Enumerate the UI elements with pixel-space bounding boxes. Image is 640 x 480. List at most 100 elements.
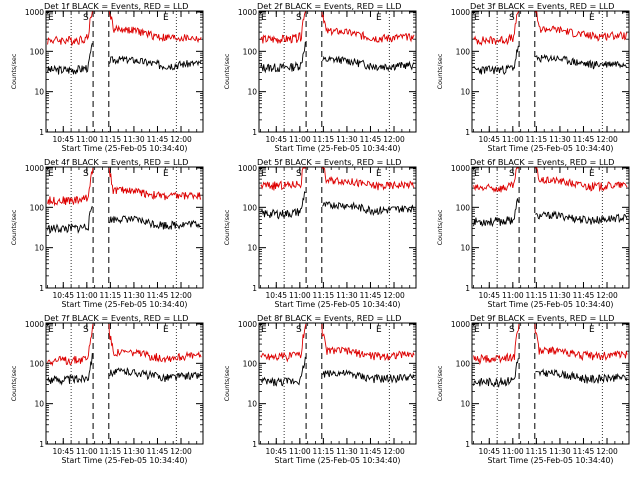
x-axis-label: Start Time (25-Feb-05 10:34:40) xyxy=(275,300,401,309)
lld-series-line-pre xyxy=(260,323,307,363)
plot-frame xyxy=(258,10,417,133)
event-marker-label: S xyxy=(509,169,515,179)
x-tick-label: 11:00 xyxy=(502,135,524,144)
events-series-line-pre xyxy=(260,356,306,387)
x-tick-label: 11:30 xyxy=(123,447,145,456)
y-axis-label: Counts/sec xyxy=(10,365,18,401)
y-tick-label: 1000 xyxy=(451,320,470,329)
lld-series-line-pre xyxy=(473,11,519,46)
y-tick-label: 1000 xyxy=(451,8,470,17)
event-marker-label: E xyxy=(261,169,267,179)
chart-title: Det 4f BLACK = Events, RED = LLD xyxy=(44,157,188,167)
x-tick-label: 10:45 xyxy=(52,447,74,456)
y-tick-label: 1 xyxy=(252,440,257,449)
lld-series-line-post xyxy=(108,11,202,44)
x-axis-label: Start Time (25-Feb-05 10:34:40) xyxy=(62,456,188,465)
lld-series-line-pre xyxy=(260,11,306,44)
events-series-line-pre xyxy=(260,41,306,74)
y-tick-label: 1 xyxy=(465,128,470,137)
event-marker-label: S xyxy=(296,325,302,335)
chart-panel-7: Det 7f BLACK = Events, RED = LLD 1 10 100 10… xyxy=(10,313,204,465)
x-tick-label: 12:00 xyxy=(596,291,618,300)
x-tick-label: 11:15 xyxy=(526,135,548,144)
event-marker-label: E xyxy=(261,325,267,335)
events-series-line-pre xyxy=(260,190,306,220)
x-tick-label: 11:45 xyxy=(360,291,382,300)
y-tick-label: 100 xyxy=(243,359,258,368)
y-axis-label: Counts/sec xyxy=(10,209,18,245)
chart-title: Det 2f BLACK = Events, RED = LLD xyxy=(257,1,401,11)
event-marker-label: E xyxy=(163,13,169,23)
lld-series-line-post xyxy=(321,11,415,43)
x-tick-label: 10:45 xyxy=(478,447,500,456)
event-marker-label: E xyxy=(48,325,54,335)
event-marker-label: S xyxy=(83,169,89,179)
x-tick-label: 11:00 xyxy=(289,135,311,144)
events-series-line-pre xyxy=(47,353,93,386)
x-tick-label: 11:30 xyxy=(549,291,571,300)
x-tick-label: 10:45 xyxy=(52,135,74,144)
event-marker-label: S xyxy=(296,13,302,23)
x-tick-label: 10:45 xyxy=(265,135,287,144)
y-tick-label: 1 xyxy=(465,284,470,293)
chart-panel-8: Det 8f BLACK = Events, RED = LLD 1 10 100 10… xyxy=(223,313,417,465)
y-tick-label: 100 xyxy=(456,359,471,368)
x-tick-label: 11:45 xyxy=(360,447,382,456)
y-axis-label: Counts/sec xyxy=(223,365,231,401)
chart-title: Det 1f BLACK = Events, RED = LLD xyxy=(44,1,188,11)
y-tick-label: 10 xyxy=(34,88,44,97)
x-tick-label: 11:30 xyxy=(123,291,145,300)
event-marker-label: S xyxy=(296,169,302,179)
y-tick-label: 10 xyxy=(247,88,257,97)
chart-title: Det 3f BLACK = Events, RED = LLD xyxy=(470,1,614,11)
y-tick-label: 10 xyxy=(460,88,470,97)
event-marker-label: E xyxy=(474,13,480,23)
x-tick-label: 11:30 xyxy=(549,447,571,456)
event-marker-label: E xyxy=(376,325,382,335)
events-series-line-post xyxy=(108,215,202,230)
chart-panel-1: Det 1f BLACK = Events, RED = LLD 1 10 100 10… xyxy=(10,1,204,153)
x-tick-label: 11:15 xyxy=(313,135,335,144)
x-tick-label: 12:00 xyxy=(383,291,405,300)
events-series-line-post xyxy=(108,55,202,71)
x-tick-label: 12:00 xyxy=(383,135,405,144)
y-tick-label: 100 xyxy=(30,359,45,368)
lld-series-line-post xyxy=(108,323,202,363)
x-tick-label: 10:45 xyxy=(478,135,500,144)
events-series-line-pre xyxy=(473,358,519,388)
x-tick-label: 11:00 xyxy=(289,447,311,456)
lld-series-line-pre xyxy=(47,167,94,207)
x-tick-label: 11:30 xyxy=(336,135,358,144)
event-marker-label: S xyxy=(83,13,89,23)
chart-title: Det 7f BLACK = Events, RED = LLD xyxy=(44,313,188,323)
event-marker-label: E xyxy=(261,13,267,23)
x-tick-label: 11:15 xyxy=(313,291,335,300)
x-tick-label: 11:30 xyxy=(336,291,358,300)
y-tick-label: 10 xyxy=(247,244,257,253)
x-axis-label: Start Time (25-Feb-05 10:34:40) xyxy=(275,144,401,153)
y-tick-label: 10 xyxy=(247,400,257,409)
event-marker-label: E xyxy=(48,13,54,23)
event-marker-label: S xyxy=(509,325,515,335)
lld-series-line-pre xyxy=(47,323,94,367)
x-tick-label: 11:15 xyxy=(100,447,122,456)
x-tick-label: 11:15 xyxy=(100,291,122,300)
event-marker-label: E xyxy=(589,13,595,23)
y-axis-label: Counts/sec xyxy=(223,209,231,245)
x-tick-label: 10:45 xyxy=(265,447,287,456)
chart-panel-5: Det 5f BLACK = Events, RED = LLD 1 10 100 10… xyxy=(223,157,417,309)
y-tick-label: 10 xyxy=(34,244,44,253)
events-series-line-post xyxy=(322,201,415,217)
chart-title: Det 5f BLACK = Events, RED = LLD xyxy=(257,157,401,167)
y-tick-label: 100 xyxy=(243,203,258,212)
chart-title: Det 9f BLACK = Events, RED = LLD xyxy=(470,313,614,323)
y-tick-label: 100 xyxy=(456,203,471,212)
plot-frame xyxy=(45,322,204,445)
y-tick-label: 100 xyxy=(243,47,258,56)
event-marker-label: S xyxy=(509,13,515,23)
event-marker-label: E xyxy=(163,325,169,335)
chart-panel-2: Det 2f BLACK = Events, RED = LLD 1 10 100 10… xyxy=(223,1,417,153)
y-axis-label: Counts/sec xyxy=(436,365,444,401)
events-series-line-pre xyxy=(47,205,93,235)
chart-title: Det 6f BLACK = Events, RED = LLD xyxy=(470,157,614,167)
